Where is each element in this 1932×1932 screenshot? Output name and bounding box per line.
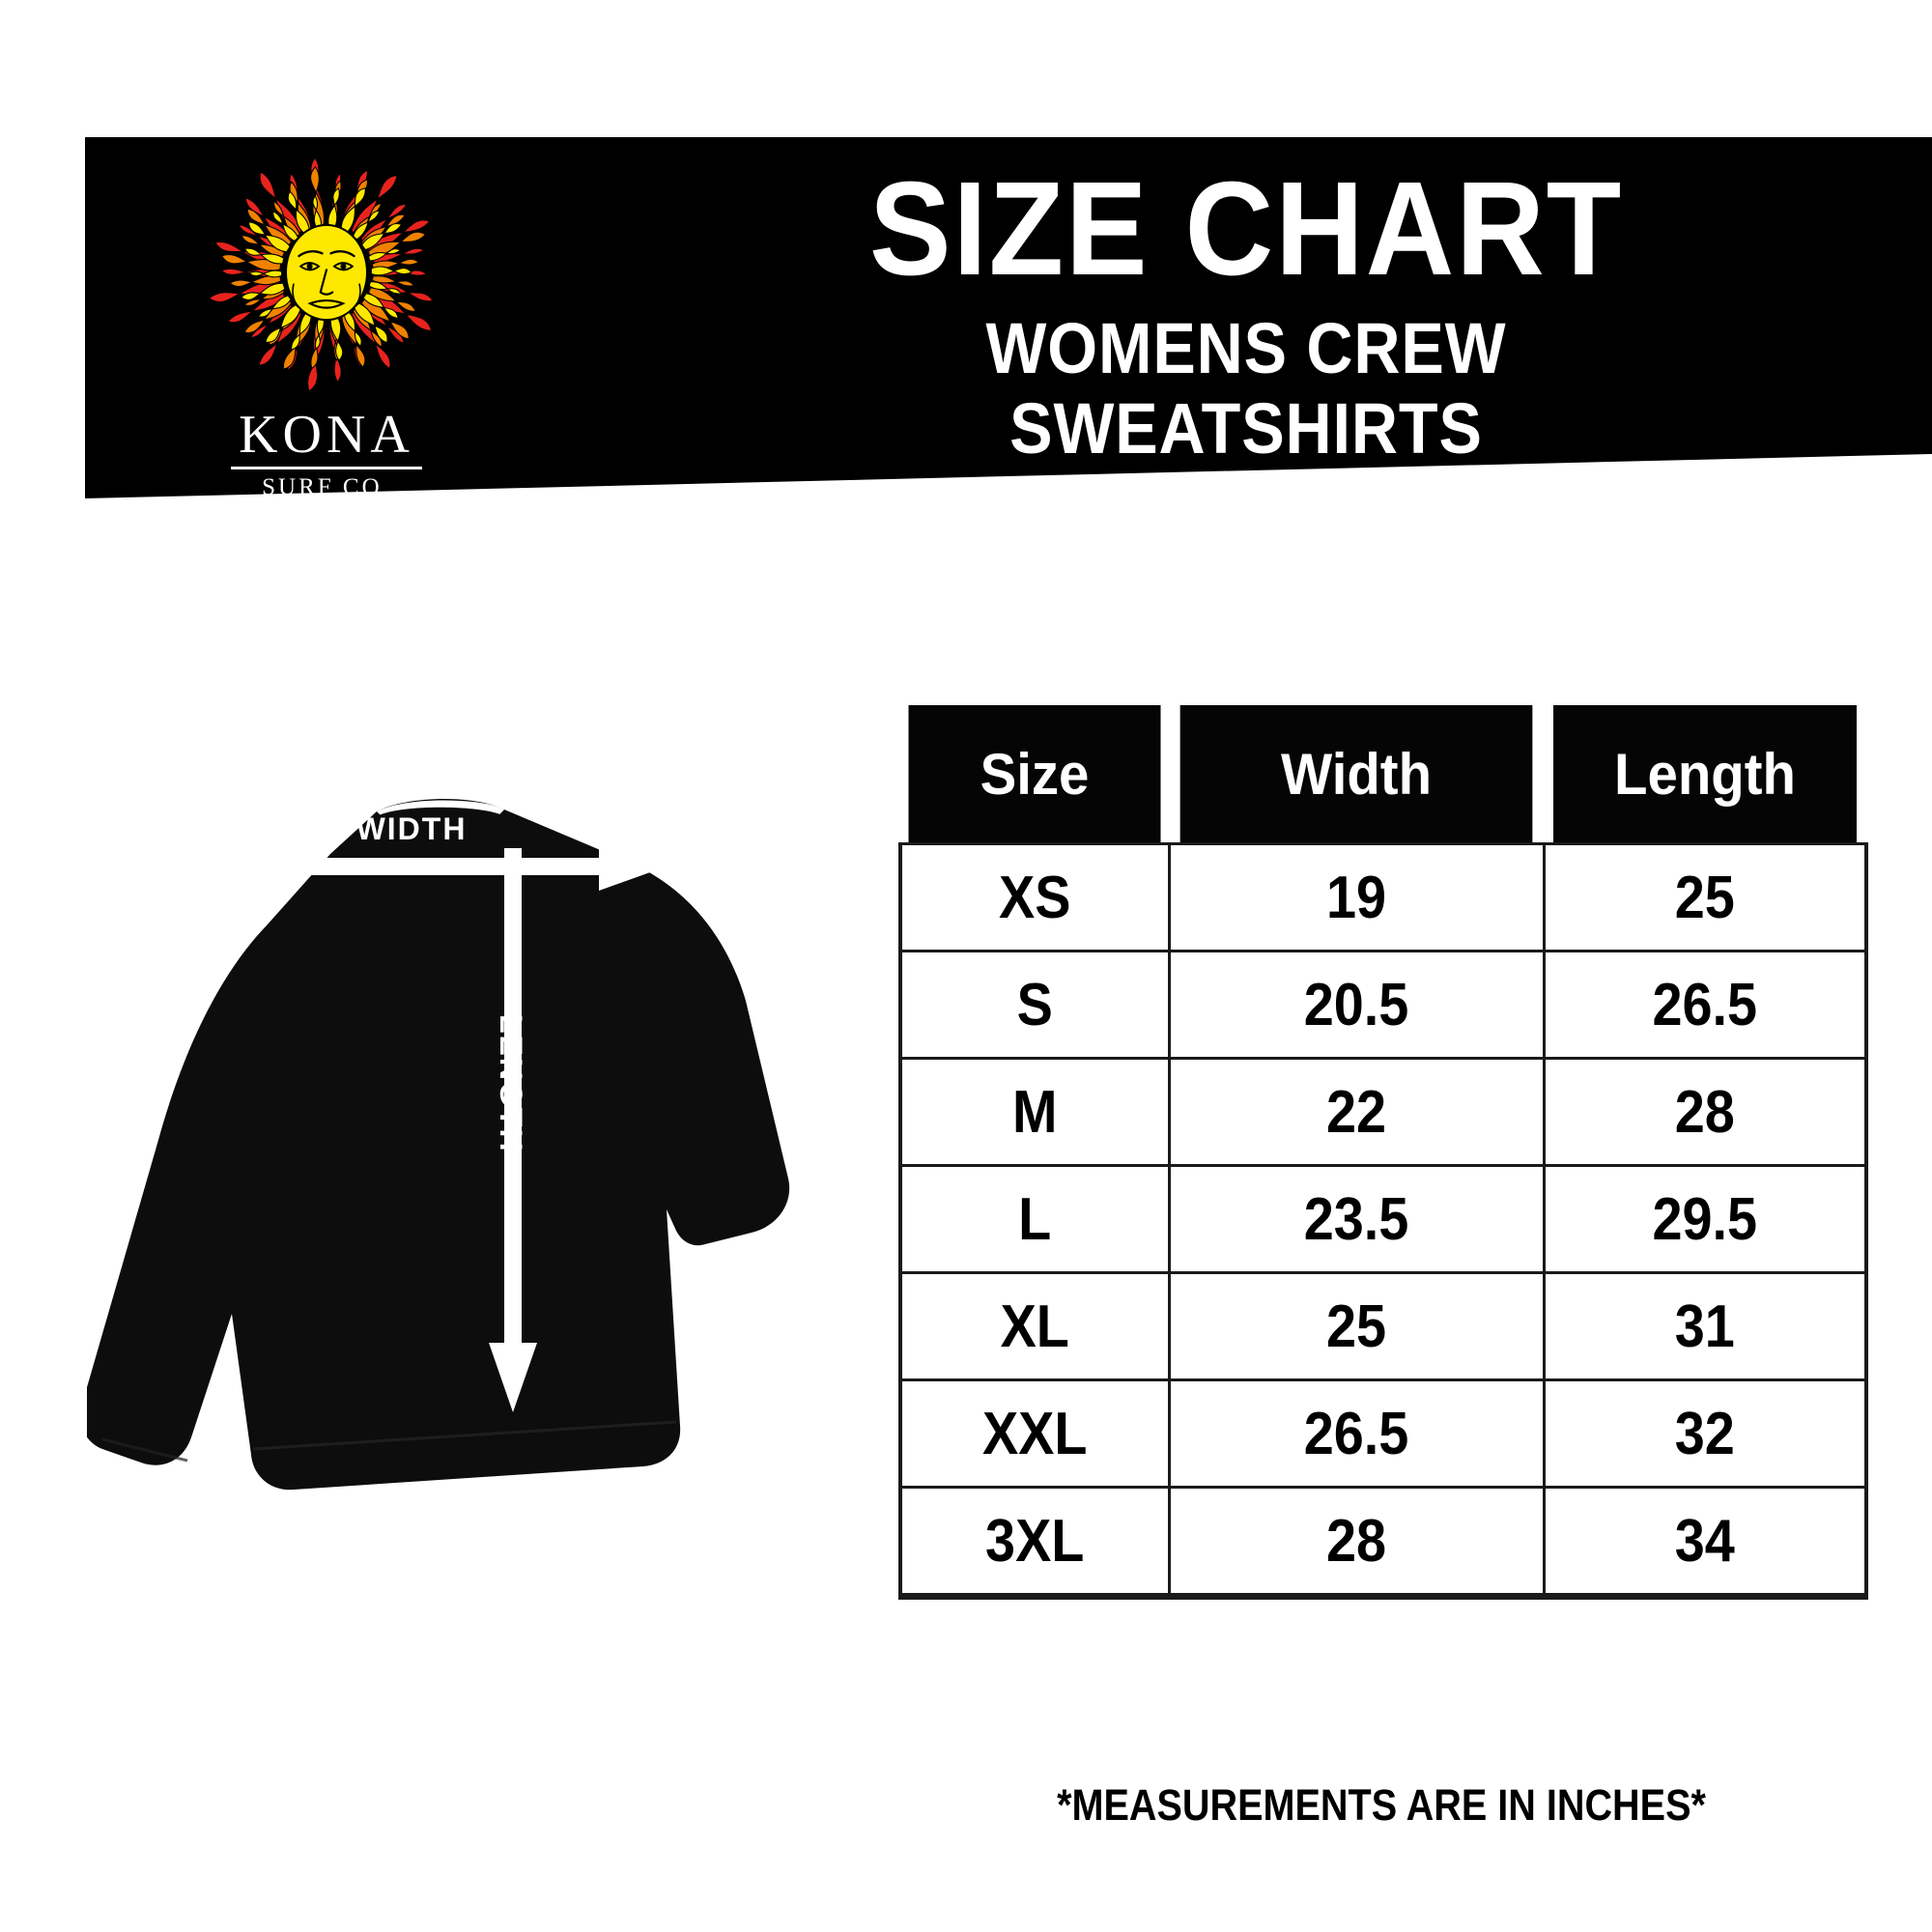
table-row: XXL 26.5 32 bbox=[900, 1378, 1866, 1489]
column-header-width: Width bbox=[1179, 705, 1533, 844]
width-arrow-shaft bbox=[232, 858, 609, 875]
cell-width: 22 bbox=[1186, 1057, 1526, 1167]
banner-background-shape bbox=[85, 137, 1932, 498]
cell-length: 29.5 bbox=[1558, 1164, 1853, 1274]
page-title: SIZE CHART bbox=[868, 155, 1624, 303]
cell-width: 26.5 bbox=[1186, 1378, 1526, 1489]
cell-length: 25 bbox=[1558, 842, 1853, 952]
length-arrow-shaft bbox=[504, 848, 522, 1360]
cell-size: XL bbox=[912, 1271, 1157, 1381]
table-row: 3XL 28 34 bbox=[900, 1486, 1866, 1600]
table-row: XL 25 31 bbox=[900, 1271, 1866, 1381]
page-subtitle-line-2: SWEATSHIRTS bbox=[1009, 387, 1483, 469]
cell-size: L bbox=[912, 1164, 1157, 1274]
header-title-block: SIZE CHART WOMENS CREW SWEATSHIRTS bbox=[676, 162, 1816, 469]
cell-size: S bbox=[912, 950, 1157, 1060]
cell-width: 28 bbox=[1186, 1486, 1526, 1600]
sweatshirt-illustration: WIDTH LENGTH bbox=[87, 773, 792, 1604]
length-arrow-head bbox=[489, 1343, 537, 1412]
cell-size: XXL bbox=[912, 1378, 1157, 1489]
measurements-note: *MEASUREMENTS ARE IN INCHES* bbox=[1057, 1780, 1706, 1830]
cell-size: M bbox=[912, 1057, 1157, 1167]
logo-tagline-text: SURF CO. bbox=[262, 474, 391, 500]
logo-brand-text: KONA bbox=[239, 405, 414, 465]
cell-width: 20.5 bbox=[1186, 950, 1526, 1060]
table-row: L 23.5 29.5 bbox=[900, 1164, 1866, 1274]
column-header-length: Length bbox=[1553, 705, 1857, 844]
table-row: S 20.5 26.5 bbox=[900, 950, 1866, 1060]
table-header-row: Size Width Length bbox=[900, 705, 1866, 844]
cell-size: 3XL bbox=[912, 1486, 1157, 1600]
cell-length: 26.5 bbox=[1558, 950, 1853, 1060]
cell-length: 31 bbox=[1558, 1271, 1853, 1381]
table-row: XS 19 25 bbox=[900, 842, 1866, 952]
cell-length: 28 bbox=[1558, 1057, 1853, 1167]
logo-divider bbox=[231, 467, 422, 469]
cell-width: 25 bbox=[1186, 1271, 1526, 1381]
measurement-arrows bbox=[232, 842, 667, 1412]
table-row: M 22 28 bbox=[900, 1057, 1866, 1167]
cell-width: 19 bbox=[1186, 842, 1526, 952]
cell-size: XS bbox=[912, 842, 1157, 952]
width-arrow-head bbox=[599, 842, 667, 891]
header-banner: KONA SURF CO. SIZE CHART WOMENS CREW SWE… bbox=[0, 0, 1932, 541]
page-subtitle-line-1: WOMENS CREW bbox=[985, 308, 1507, 388]
kona-sun-icon bbox=[208, 156, 434, 392]
kona-logo: KONA SURF CO. bbox=[182, 143, 471, 499]
size-chart-table: Size Width Length XS 19 25 S 20.5 26.5 M… bbox=[898, 705, 1868, 1600]
sun-face bbox=[285, 223, 368, 322]
size-chart-table-container: Size Width Length XS 19 25 S 20.5 26.5 M… bbox=[898, 705, 1864, 1600]
column-header-size: Size bbox=[908, 705, 1161, 844]
cell-length: 32 bbox=[1558, 1378, 1853, 1489]
crewneck-sweatshirt-icon bbox=[87, 799, 790, 1491]
cell-width: 23.5 bbox=[1186, 1164, 1526, 1274]
cell-length: 34 bbox=[1558, 1486, 1853, 1600]
